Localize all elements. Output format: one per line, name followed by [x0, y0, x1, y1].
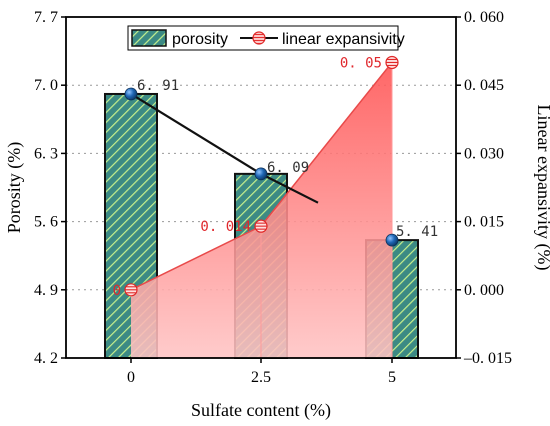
- left-axis-tick-label: 7. 0: [34, 77, 58, 94]
- expansivity-area-fill: [131, 62, 392, 358]
- porosity-data-label: 6. 09: [267, 160, 309, 176]
- right-axis-tick-label: 0. 015: [464, 214, 504, 231]
- right-axis-tick-label: 0. 000: [464, 282, 504, 299]
- x-axis-tick-label: 5: [388, 369, 396, 386]
- right-axis-tick-label: 0. 045: [464, 77, 504, 94]
- legend-swatch-porosity: [131, 29, 167, 47]
- axes: 4. 2 4. 9 5. 6 6. 3 7. 0 7. 7 –0. 015 0. 000 0. …: [4, 9, 550, 421]
- x-axis-title: Sulfate content (%): [191, 400, 331, 421]
- right-axis-tick-label: 0. 030: [464, 145, 504, 162]
- porosity-marker: [254, 167, 268, 181]
- expansivity-data-label: 0: [113, 283, 121, 299]
- porosity-marker: [385, 233, 399, 247]
- porosity-line-segment: [260, 172, 319, 204]
- porosity-data-label: 6. 91: [137, 78, 179, 94]
- left-axis-tick-label: 5. 6: [34, 214, 58, 231]
- porosity-line-segment: [130, 93, 262, 175]
- left-axis-tick-label: 4. 9: [34, 282, 58, 299]
- left-axis-tick-label: 4. 2: [34, 350, 58, 367]
- porosity-data-label: 5. 41: [396, 224, 438, 240]
- left-axis-title: Porosity (%): [4, 142, 25, 234]
- legend-label-expansivity: linear expansivity: [282, 31, 405, 48]
- legend: porosity linear expansivity: [127, 25, 405, 51]
- x-axis-tick-label: 2.5: [251, 369, 271, 386]
- right-axis-title: Linear expansivity (%): [533, 105, 550, 271]
- expansivity-data-label: 0. 05: [340, 55, 382, 71]
- expansivity-data-label: 0. 014: [200, 219, 251, 235]
- data-labels: 6. 91 6. 09 5. 41 0 0. 014 0. 05: [113, 55, 439, 298]
- porosity-line: [124, 55, 399, 297]
- right-axis-tick-label: –0. 015: [463, 350, 512, 367]
- x-axis-tick-label: 0: [127, 369, 135, 386]
- legend-marker-expansivity: [252, 31, 266, 45]
- porosity-marker: [124, 87, 138, 101]
- right-axis-tick-label: 0. 060: [464, 9, 504, 26]
- legend-label-porosity: porosity: [172, 31, 228, 48]
- left-axis-tick-label: 6. 3: [34, 145, 58, 162]
- left-axis-tick-label: 7. 7: [34, 9, 58, 26]
